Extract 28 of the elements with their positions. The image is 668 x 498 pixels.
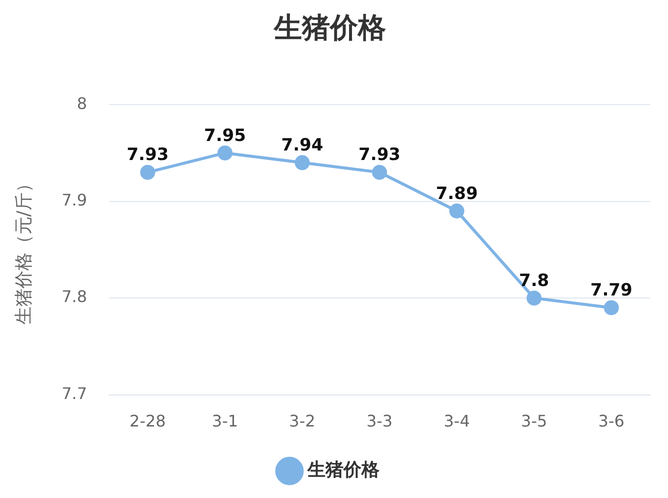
x-tick-label: 3-3 bbox=[366, 412, 393, 431]
point bbox=[449, 204, 464, 219]
chart-title: 生猪价格 bbox=[273, 11, 386, 44]
data-label: 7.93 bbox=[126, 145, 169, 166]
x-tick-label: 3-6 bbox=[598, 412, 624, 431]
x-tick-label: 3-1 bbox=[212, 412, 238, 431]
point bbox=[604, 300, 619, 316]
legend-label: 生猪价格 bbox=[306, 460, 380, 481]
data-label: 7.8 bbox=[519, 270, 550, 291]
x-tick-label: 3-2 bbox=[289, 412, 316, 431]
point bbox=[140, 164, 156, 180]
x-tick-label: 3-4 bbox=[444, 412, 470, 431]
data-label: 7.89 bbox=[436, 184, 478, 204]
data-label: 7.93 bbox=[358, 145, 400, 166]
y-tick-label: 7.9 bbox=[62, 190, 88, 210]
y-axis-title: 生猪价格（元/斤） bbox=[13, 174, 34, 325]
x-tick-label: 3-5 bbox=[521, 412, 548, 431]
point bbox=[372, 164, 388, 180]
data-label: 7.94 bbox=[281, 136, 324, 156]
point bbox=[526, 290, 542, 306]
x-tick-label: 2-28 bbox=[130, 412, 166, 431]
y-tick-label: 7.7 bbox=[62, 384, 88, 403]
data-label: 7.95 bbox=[204, 126, 246, 146]
data-label: 7.79 bbox=[590, 280, 632, 301]
y-tick-label: 7.8 bbox=[62, 287, 88, 306]
point bbox=[294, 155, 310, 170]
y-tick-label: 8 bbox=[76, 94, 88, 113]
point bbox=[217, 145, 232, 160]
